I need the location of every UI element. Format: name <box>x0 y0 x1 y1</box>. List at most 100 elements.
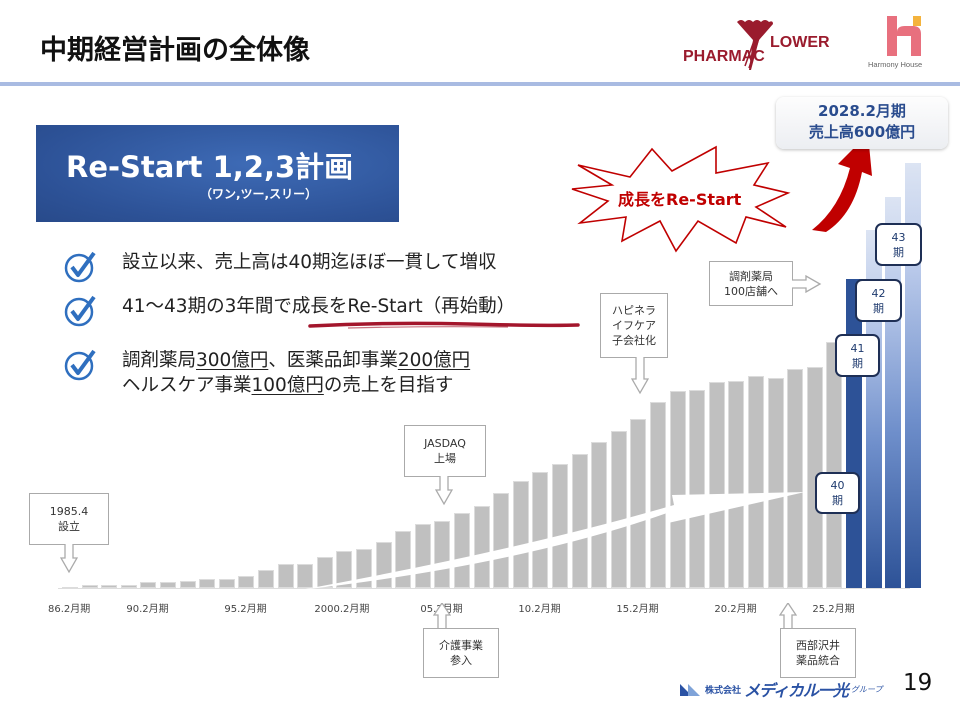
upward-red-arrow-icon <box>812 134 872 232</box>
x-tick-label: 10.2月期 <box>518 604 561 615</box>
text-segment: の売上を目指す <box>323 375 454 396</box>
chart-bar <box>120 585 137 588</box>
checkmark-circle-icon <box>64 251 96 283</box>
chart-bar <box>748 376 764 588</box>
callout-text: ハピネラ <box>612 304 656 317</box>
footer-company-prefix: 株式会社 <box>705 685 742 696</box>
target-wholesale-sales: 200億円 <box>397 350 471 371</box>
text-segment: 調剤薬局 <box>122 350 197 371</box>
chart-bar <box>650 401 666 588</box>
target-sales-box: 2028.2月期 売上高600億円 <box>776 97 948 149</box>
period-number: 40 <box>830 479 845 492</box>
x-tick-label: 25.2月期 <box>812 604 855 615</box>
target-sales: 売上高600億円 <box>808 123 916 141</box>
callout-text: 薬品統合 <box>796 654 840 667</box>
chart-bar <box>669 391 686 588</box>
chart-bar <box>81 585 98 588</box>
chart-bar <box>199 579 216 588</box>
triangle-logo-icon <box>680 684 700 696</box>
x-tick-label: 95.2月期 <box>224 604 267 615</box>
chart-bar <box>493 492 510 588</box>
chart-bar <box>395 531 412 588</box>
period-label-43: 43 期 <box>875 223 922 266</box>
callout-happylife: ハピネラ イフケア 子会社化 <box>600 293 668 358</box>
callout-text: 1985.4 <box>49 505 89 518</box>
chart-bar <box>238 576 255 588</box>
chart-bar <box>375 541 392 588</box>
period-unit: 期 <box>873 301 884 315</box>
period-number: 42 <box>871 286 886 300</box>
callout-stores: 調剤薬局 100店舗へ <box>709 261 793 306</box>
chart-bar <box>356 549 372 588</box>
chart-bar <box>532 471 549 588</box>
target-healthcare-sales: 100億円 <box>251 375 324 396</box>
harmony-house-text: Harmony House <box>868 60 923 69</box>
period-label-42: 42 期 <box>855 279 902 322</box>
footer-company-suffix: グループ <box>850 684 883 694</box>
page-number: 19 <box>903 670 933 696</box>
callout-text: 西部沢井 <box>796 639 840 652</box>
x-tick-label: 2000.2月期 <box>314 604 370 615</box>
chart-bar <box>512 480 529 588</box>
up-arrow-icon <box>779 603 797 629</box>
chart-bar <box>160 582 176 588</box>
chart-bar <box>787 368 804 588</box>
chart-bar <box>846 279 862 588</box>
x-tick-label: 05.2月期 <box>420 604 463 615</box>
chart-bar <box>218 579 235 588</box>
callout-founded: 1985.4 設立 <box>29 493 109 545</box>
bullet-item-3: 調剤薬局300億円、医薬品卸事業200億円 ヘルスケア事業100億円の売上を目指… <box>64 348 470 398</box>
bullet-text: 調剤薬局300億円、医薬品卸事業200億円 ヘルスケア事業100億円の売上を目指… <box>122 348 470 398</box>
harmony-house-logo: Harmony House <box>868 14 950 74</box>
restart-plan-subtitle: （ワン,ツー,スリー） <box>200 187 318 201</box>
title-divider <box>0 82 960 86</box>
logo-text-left: PHARMAC <box>683 48 765 65</box>
bullet-text-prefix: 41～43期の3年間で <box>122 296 292 317</box>
callout-text: 設立 <box>58 520 80 533</box>
chart-bar <box>610 431 627 588</box>
period-unit: 期 <box>852 356 863 370</box>
callout-text: 調剤薬局 <box>729 269 773 283</box>
chart-bar <box>179 580 196 588</box>
up-arrow-icon <box>433 603 451 629</box>
h-letter-icon <box>887 16 921 56</box>
chart-bar <box>336 550 353 588</box>
chart-bar <box>258 570 274 588</box>
chart-bar <box>826 341 843 588</box>
chart-bar <box>904 163 921 588</box>
x-tick-label: 15.2月期 <box>616 604 659 615</box>
x-tick-label: 20.2月期 <box>714 604 757 615</box>
chart-bar <box>728 380 745 588</box>
callout-nursing: 介護事業 参入 <box>423 628 499 678</box>
chart-bar <box>865 230 882 588</box>
period-label-41: 41 期 <box>835 334 880 377</box>
target-pharmacy-sales: 300億円 <box>196 350 269 371</box>
right-arrow-icon <box>792 275 822 293</box>
down-arrow-icon <box>435 476 453 506</box>
text-segment: 、医薬品卸事業 <box>268 350 398 371</box>
pharmacy-flower-logo: PHARMAC LOWER <box>683 18 833 74</box>
brush-underline-decoration <box>308 321 580 329</box>
starburst-shape <box>571 145 791 253</box>
chart-bar <box>316 556 333 588</box>
callout-text: 子会社化 <box>612 334 656 347</box>
period-label-40: 40 期 <box>815 472 860 514</box>
flower-icon <box>737 20 773 70</box>
restart-plan-banner: Re-Start 1,2,3計画 （ワン,ツー,スリー） <box>36 125 399 222</box>
callout-jasdaq: JASDAQ 上場 <box>404 425 486 477</box>
period-unit: 期 <box>893 245 904 259</box>
chart-bar <box>454 513 470 588</box>
chart-bar <box>571 453 588 588</box>
logo-text-right: LOWER <box>770 34 830 51</box>
chart-bar <box>885 197 902 588</box>
footer-company-logo: 株式会社 メディカル一光 グループ <box>680 678 882 700</box>
chart-bar <box>277 564 294 588</box>
bullet-text: 41～43期の3年間で成長をRe-Start（再始動） <box>122 294 515 319</box>
checkmark-circle-icon <box>64 295 96 327</box>
down-arrow-icon <box>631 357 649 395</box>
chart-bar <box>473 505 490 588</box>
down-arrow-icon <box>60 544 78 574</box>
page-title: 中期経営計画の全体像 <box>40 35 310 66</box>
period-number: 41 <box>850 341 865 355</box>
chart-bar <box>297 564 314 588</box>
